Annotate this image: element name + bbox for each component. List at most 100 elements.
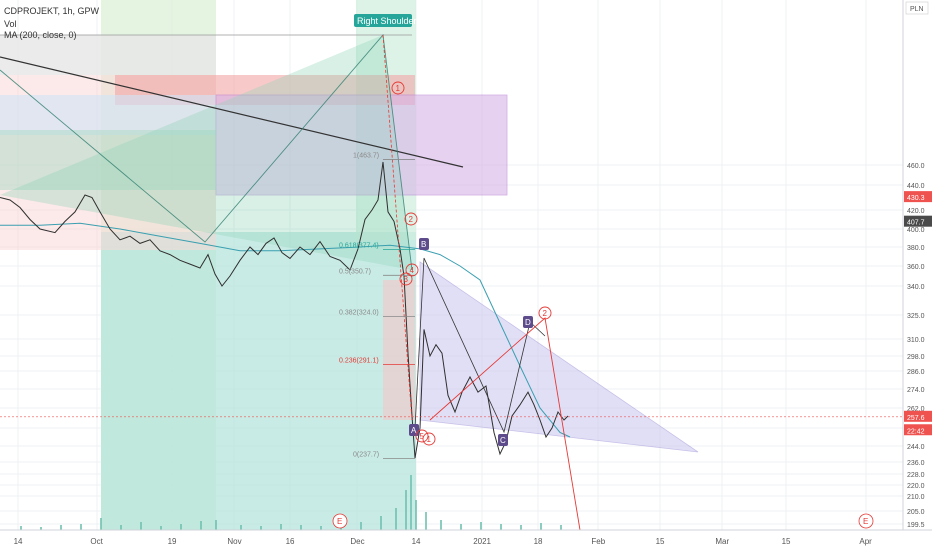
fib-red-box	[383, 280, 415, 420]
price-line[interactable]	[0, 161, 569, 459]
downtrend-line[interactable]	[0, 56, 464, 168]
right-shoulder-label: Right Shoulder	[357, 16, 417, 26]
price-badge-label: 430.3	[907, 195, 925, 202]
price-axis[interactable]	[903, 0, 932, 530]
volume-bar	[120, 525, 122, 530]
fib-level-label: 0.5(350.7)	[339, 268, 371, 275]
volume-bar	[540, 523, 542, 530]
time-axis-tick: Mar	[715, 537, 729, 546]
price-axis-tick: 228.0	[907, 472, 925, 479]
volume-bar	[405, 490, 407, 530]
time-axis-tick: 18	[534, 537, 543, 546]
time-axis-tick: Dec	[350, 537, 364, 546]
volume-bar	[140, 522, 142, 530]
volume-bar	[440, 520, 442, 530]
event-marker[interactable]	[858, 513, 874, 529]
price-axis-tick: 420.0	[907, 208, 925, 215]
price-axis-tick: 205.0	[907, 509, 925, 516]
volume-bar	[460, 524, 462, 530]
wave-label: 1	[427, 435, 432, 444]
price-axis-tick: 244.0	[907, 444, 925, 451]
fib-level-label: 0.236(291.1)	[339, 358, 379, 365]
price-axis-tick: 236.0	[907, 460, 925, 467]
volume-bar	[560, 525, 562, 530]
currency-label: PLN	[910, 6, 924, 13]
price-axis-tick: 274.0	[907, 387, 925, 394]
wave-dashed-line	[382, 34, 413, 421]
pattern-point-label: D	[525, 318, 531, 327]
time-axis-tick: 19	[168, 537, 177, 546]
fib-level-label: 0(237.7)	[353, 452, 379, 459]
time-axis-tick: Oct	[90, 537, 103, 546]
price-axis-tick: 380.0	[907, 245, 925, 252]
volume-bar	[40, 527, 42, 530]
event-marker-label: E	[863, 517, 868, 526]
wave-label: 2	[409, 215, 414, 224]
wave-label: 2	[543, 309, 548, 318]
symbol-title[interactable]: CDPROJEKT, 1h, GPW	[4, 6, 100, 16]
price-axis-tick: 340.0	[907, 284, 925, 291]
wave-circle	[404, 212, 418, 226]
time-axis[interactable]	[0, 530, 932, 550]
volume-bar	[180, 524, 182, 530]
time-axis-tick: 14	[14, 537, 23, 546]
price-badge	[904, 191, 932, 203]
event-marker[interactable]	[332, 513, 348, 529]
pattern-point-label: C	[500, 436, 506, 445]
volume-bar	[215, 520, 217, 530]
volume-bar	[160, 526, 162, 530]
volume-bar	[410, 475, 412, 530]
wave-label: 4	[410, 266, 415, 275]
gray-range-box	[0, 35, 216, 75]
time-axis-tick: 2021	[473, 537, 491, 546]
price-badge	[904, 410, 932, 422]
price-badge-label: 407.7	[907, 220, 925, 227]
teal-time-zone	[101, 232, 416, 530]
price-axis-tick: 325.0	[907, 313, 925, 320]
price-axis-tick: 220.0	[907, 483, 925, 490]
volume-bar	[200, 521, 202, 530]
blue-zone	[0, 95, 216, 135]
green-triangle	[0, 35, 412, 270]
price-axis-tick: 210.0	[907, 494, 925, 501]
price-axis-tick: 199.5	[907, 522, 925, 529]
time-axis-tick: Apr	[859, 537, 872, 546]
wave-circle	[391, 81, 405, 95]
volume-bar	[520, 525, 522, 530]
volume-bar	[415, 500, 417, 530]
head-shoulders-lines	[0, 33, 413, 271]
right-shoulder-badge	[354, 14, 412, 27]
volume-bar	[60, 525, 62, 530]
wave-projection-line	[429, 317, 581, 531]
volume-bar	[395, 508, 397, 530]
volume-bar	[380, 516, 382, 530]
volume-bar	[20, 526, 22, 530]
price-axis-tick: 298.0	[907, 354, 925, 361]
price-badge	[904, 424, 932, 436]
volume-bar	[360, 522, 362, 530]
price-axis-tick: 440.0	[907, 183, 925, 190]
wave-label: 5	[420, 432, 425, 441]
volume-indicator-label[interactable]: Vol	[4, 19, 17, 29]
wave-label: 1	[396, 84, 401, 93]
time-axis-tick: 16	[286, 537, 295, 546]
ma-indicator-label[interactable]: MA (200, close, 0)	[4, 30, 77, 40]
volume-bar	[500, 524, 502, 530]
fib-level-label: 1(463.7)	[353, 152, 379, 159]
pattern-point-marker	[498, 434, 508, 446]
volume-bar	[280, 524, 282, 530]
pattern-point-label: B	[421, 240, 426, 249]
volume-bar	[100, 518, 102, 530]
time-axis-tick: 15	[782, 537, 791, 546]
price-badge-label: 22:42	[907, 428, 925, 435]
price-axis-tick: 460.0	[907, 163, 925, 170]
time-axis-tick: 15	[656, 537, 665, 546]
pattern-point-marker	[419, 238, 429, 250]
volume-bar	[300, 525, 302, 530]
fib-level-label: 0.618(377.4)	[339, 242, 379, 249]
fib-level-label: 0.382(324.0)	[339, 310, 379, 317]
volume-bar	[425, 512, 427, 530]
volume-bar	[320, 526, 322, 530]
price-axis-tick: 262.0	[907, 406, 925, 413]
